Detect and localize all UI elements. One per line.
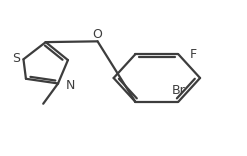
Text: O: O	[93, 28, 103, 41]
Text: S: S	[12, 52, 20, 65]
Text: N: N	[66, 78, 75, 92]
Text: F: F	[190, 48, 197, 61]
Text: Br: Br	[172, 84, 185, 97]
